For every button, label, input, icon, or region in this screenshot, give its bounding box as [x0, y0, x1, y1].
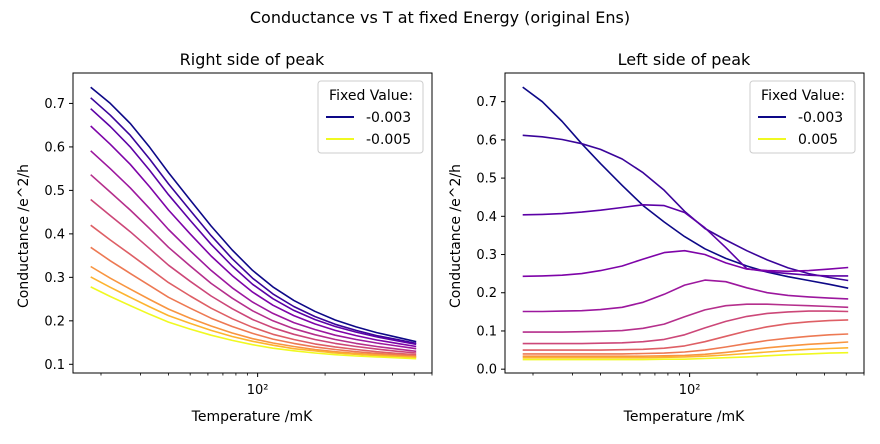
- series-line-6: [90, 174, 417, 353]
- series-line-7: [522, 310, 849, 345]
- legend-label: 0.005: [798, 132, 838, 148]
- y-tick-label: 0.7: [476, 95, 497, 110]
- series-line-2: [522, 134, 849, 282]
- y-axis-label: Conductance /e^2/h: [16, 164, 32, 308]
- series-line-3: [522, 204, 849, 277]
- series-line-1: [90, 86, 417, 343]
- legend-title: Fixed Value:: [329, 88, 413, 104]
- y-tick-label: 0.6: [476, 133, 497, 148]
- series-line-4: [522, 249, 849, 278]
- y-tick-label: 0.4: [476, 210, 497, 225]
- series-line-7: [90, 198, 417, 354]
- y-tick-label: 0.0: [476, 363, 497, 378]
- series-line-12: [522, 351, 849, 361]
- series-line-11: [90, 276, 417, 359]
- legend: Fixed Value: -0.003 -0.005: [317, 80, 424, 154]
- x-axis-label: Temperature /mK: [623, 409, 745, 425]
- legend-label: -0.003: [798, 110, 843, 126]
- series-line-3: [90, 108, 417, 346]
- series-line-5: [522, 279, 849, 313]
- chart-left-side: Left side of peak Temperature /mK Conduc…: [448, 50, 865, 425]
- y-tick-label: 0.1: [476, 324, 497, 339]
- legend-label: -0.003: [366, 110, 411, 126]
- legend-label: -0.005: [366, 132, 411, 148]
- y-axis-label: Conductance /e^2/h: [448, 164, 464, 308]
- y-tick-label: 0.3: [476, 248, 497, 263]
- axes-frame: [72, 72, 433, 374]
- x-tick-label: 10²: [679, 383, 701, 398]
- plot-marks: 10² 0.1 0.2 0.3 0.4 0.5 0.6 0.7: [44, 72, 433, 398]
- y-tick-label: 0.2: [44, 314, 65, 329]
- legend-box: [317, 80, 424, 154]
- series-line-5: [90, 150, 417, 350]
- chart-title: Right side of peak: [180, 50, 325, 69]
- figure-title: Conductance vs T at fixed Energy (origin…: [250, 8, 630, 27]
- series-line-2: [90, 97, 417, 345]
- legend: Fixed Value: -0.003 0.005: [749, 80, 856, 154]
- chart-title: Left side of peak: [618, 50, 751, 69]
- series-line-9: [90, 246, 417, 357]
- series-line-8: [90, 224, 417, 356]
- y-tick-label: 0.2: [476, 286, 497, 301]
- legend-box: [749, 80, 856, 154]
- series-line-8: [522, 319, 849, 351]
- series-line-6: [522, 303, 849, 333]
- series-line-10: [90, 265, 417, 358]
- y-tick-label: 0.4: [44, 227, 65, 242]
- x-tick-label: 10²: [247, 383, 269, 398]
- series-line-4: [90, 125, 417, 348]
- series-line-10: [522, 341, 849, 358]
- y-tick-label: 0.3: [44, 271, 65, 286]
- y-tick-label: 0.6: [44, 140, 65, 155]
- y-tick-label: 0.5: [476, 172, 497, 187]
- y-tick-label: 0.5: [44, 184, 65, 199]
- series-line-11: [522, 347, 849, 359]
- series-line-1: [522, 86, 849, 289]
- y-tick-label: 0.1: [44, 358, 65, 373]
- axes-frame: [504, 72, 865, 374]
- series-line-12: [90, 286, 417, 360]
- series-line-9: [522, 333, 849, 355]
- x-axis-label: Temperature /mK: [191, 409, 313, 425]
- y-tick-label: 0.7: [44, 97, 65, 112]
- plot-marks: 10² 0.0 0.1 0.2 0.3 0.4 0.5 0.6 0.7: [476, 72, 865, 398]
- chart-right-side: Right side of peak Temperature /mK Condu…: [16, 50, 433, 425]
- legend-title: Fixed Value:: [761, 88, 845, 104]
